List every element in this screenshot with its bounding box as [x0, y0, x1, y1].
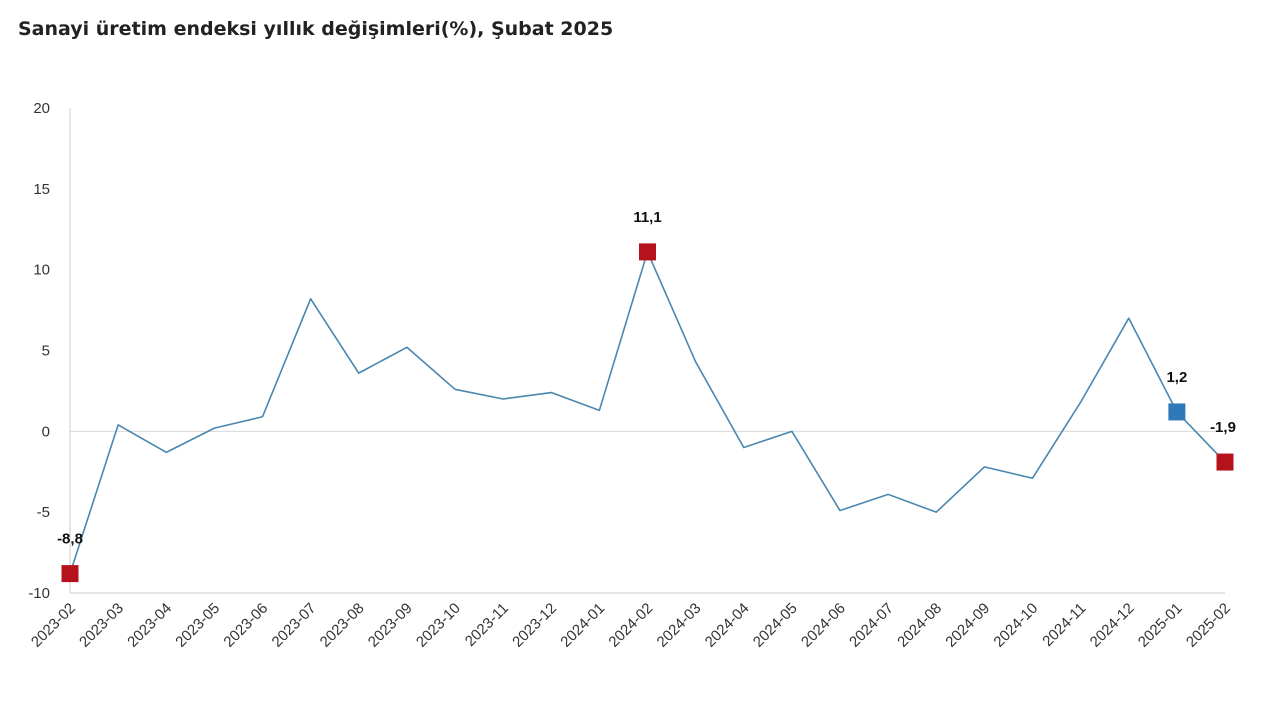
x-tick-label: 2025-02: [1183, 600, 1234, 651]
x-tick-label: 2023-06: [220, 600, 271, 651]
data-label: 11,1: [633, 209, 661, 226]
x-tick-label: 2023-08: [317, 600, 368, 651]
data-label: 1,2: [1166, 369, 1187, 386]
x-tick-label: 2023-05: [172, 600, 223, 651]
x-tick-label: 2024-04: [702, 600, 753, 651]
x-tick-label: 2023-12: [509, 600, 560, 651]
highlight-markers: -8,8 11,1 1,2 -1,9: [57, 209, 1236, 583]
x-tick-label: 2025-01: [1135, 600, 1186, 651]
y-tick-label: 10: [33, 262, 50, 279]
x-tick-label: 2023-11: [462, 600, 512, 650]
x-tick-label: 2024-06: [798, 600, 849, 651]
x-tick-label: 2024-09: [942, 600, 993, 651]
series-line-group: [69, 251, 1226, 574]
chart-title: Sanayi üretim endeksi yıllık değişimleri…: [18, 18, 614, 40]
y-tick-label: 0: [42, 423, 50, 440]
y-tick-label: 20: [33, 100, 50, 117]
x-tick-label: 2023-09: [365, 600, 416, 651]
x-tick-label: 2024-10: [990, 600, 1041, 651]
x-tick-label: 2024-12: [1087, 600, 1138, 651]
x-tick-label: 2024-01: [557, 600, 608, 651]
y-axis: 20 15 10 5 0 -5 -10: [28, 100, 1225, 602]
x-tick-label: 2024-03: [653, 600, 704, 651]
x-axis: 2023-022023-032023-042023-052023-062023-…: [28, 600, 1234, 651]
highlight-marker: [1216, 453, 1234, 471]
x-tick-label: 2024-02: [605, 600, 656, 651]
x-tick-label: 2024-07: [846, 600, 897, 651]
y-tick-label: 5: [42, 343, 50, 360]
data-label: -8,8: [57, 531, 83, 548]
x-tick-label: 2024-11: [1039, 600, 1089, 650]
x-tick-label: 2024-08: [894, 600, 945, 651]
highlight-marker: [1168, 403, 1186, 421]
x-tick-label: 2023-10: [413, 600, 464, 651]
y-tick-label: 15: [33, 181, 50, 198]
x-tick-label: 2023-07: [268, 600, 319, 651]
x-tick-label: 2023-04: [124, 600, 175, 651]
y-tick-label: -5: [37, 504, 50, 521]
series-line: [69, 251, 1226, 574]
data-label: -1,9: [1210, 419, 1236, 436]
x-tick-label: 2024-05: [750, 600, 801, 651]
highlight-marker: [61, 565, 79, 583]
x-tick-label: 2023-03: [76, 600, 127, 651]
y-tick-label: -10: [28, 585, 50, 602]
highlight-marker: [639, 243, 656, 261]
x-tick-label: 2023-02: [28, 600, 79, 651]
